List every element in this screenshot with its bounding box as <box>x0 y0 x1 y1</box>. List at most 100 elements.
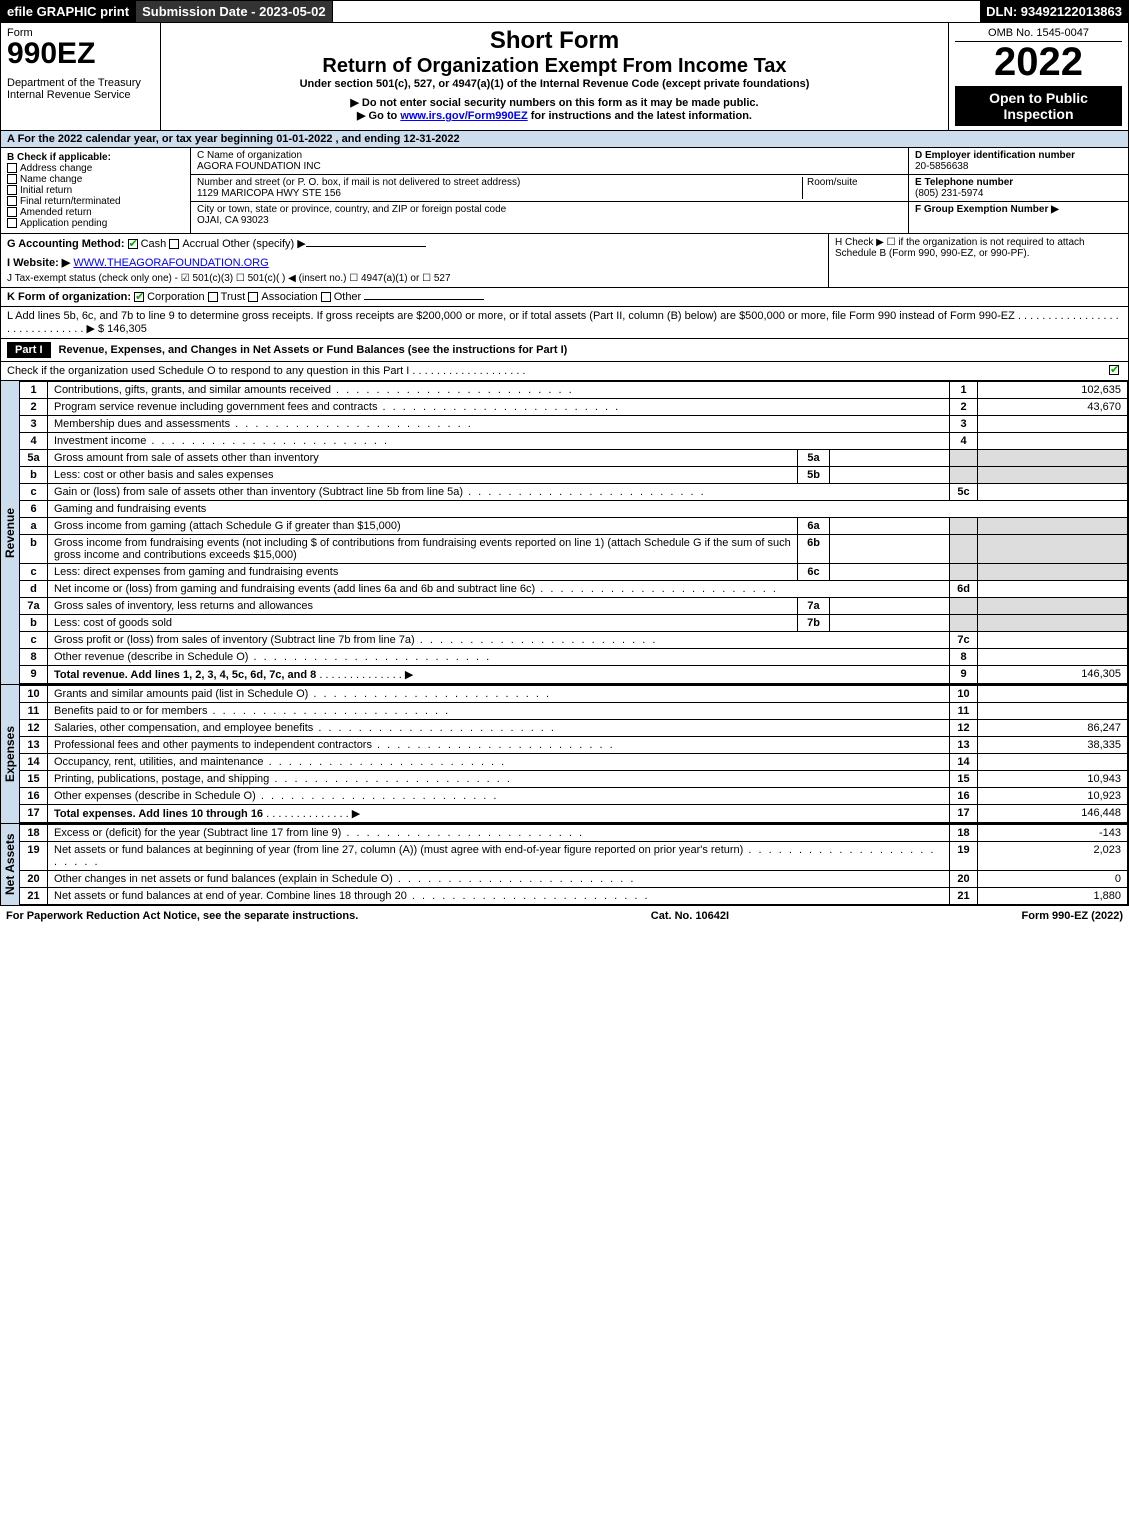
table-row: bLess: cost of goods sold7b <box>20 615 1128 632</box>
side-revenue: Revenue <box>1 381 19 684</box>
checknote-text: Check if the organization used Schedule … <box>7 365 1109 377</box>
efile-label[interactable]: efile GRAPHIC print <box>1 1 136 22</box>
right-num-shade <box>950 535 978 564</box>
amount <box>978 754 1128 771</box>
table-row: 4Investment income4 <box>20 433 1128 450</box>
opt-address: Address change <box>20 163 92 174</box>
chk-other[interactable] <box>321 292 331 302</box>
row-j: J Tax-exempt status (check only one) - ☑… <box>7 273 822 284</box>
form-title: Short Form <box>169 27 940 55</box>
right-num: 9 <box>950 666 978 684</box>
sub-amount <box>830 564 950 581</box>
sub-amount <box>830 535 950 564</box>
chk-final[interactable] <box>7 196 17 206</box>
top-bar: efile GRAPHIC print Submission Date - 20… <box>0 0 1129 23</box>
table-row: 5aGross amount from sale of assets other… <box>20 450 1128 467</box>
table-row: 15Printing, publications, postage, and s… <box>20 771 1128 788</box>
amount <box>978 649 1128 666</box>
amount-shade <box>978 450 1128 467</box>
sub-amount <box>830 518 950 535</box>
sub-label: 6c <box>798 564 830 581</box>
chk-initial[interactable] <box>7 185 17 195</box>
line-text: Gross income from fundraising events (no… <box>48 535 798 564</box>
e-row: E Telephone number (805) 231-5974 <box>909 175 1128 202</box>
right-num: 11 <box>950 703 978 720</box>
side-expenses: Expenses <box>1 685 19 823</box>
chk-trust[interactable] <box>208 292 218 302</box>
org-city: OJAI, CA 93023 <box>197 215 902 226</box>
table-row: bLess: cost or other basis and sales exp… <box>20 467 1128 484</box>
amount-shade <box>978 535 1128 564</box>
chk-assoc[interactable] <box>248 292 258 302</box>
amount <box>978 433 1128 450</box>
chk-pending[interactable] <box>7 218 17 228</box>
right-num: 15 <box>950 771 978 788</box>
amount <box>978 416 1128 433</box>
table-row: 19Net assets or fund balances at beginni… <box>20 842 1128 871</box>
chk-amended[interactable] <box>7 207 17 217</box>
sub-amount <box>830 615 950 632</box>
warn2: ▶ Go to www.irs.gov/Form990EZ for instru… <box>169 109 940 122</box>
amount <box>978 581 1128 598</box>
dln: DLN: 93492122013863 <box>980 1 1128 22</box>
amount: 86,247 <box>978 720 1128 737</box>
col-de: D Employer identification number 20-5856… <box>908 148 1128 233</box>
right-num: 5c <box>950 484 978 501</box>
sub-label: 7b <box>798 615 830 632</box>
sub-label: 5a <box>798 450 830 467</box>
under-section: Under section 501(c), 527, or 4947(a)(1)… <box>169 78 940 90</box>
part1-title: Revenue, Expenses, and Changes in Net As… <box>59 344 568 356</box>
chk-cash[interactable] <box>128 239 138 249</box>
right-num: 8 <box>950 649 978 666</box>
line-text: Net assets or fund balances at beginning… <box>48 842 950 871</box>
irs-link[interactable]: www.irs.gov/Form990EZ <box>400 110 527 122</box>
line-text: Total revenue. Add lines 1, 2, 3, 4, 5c,… <box>48 666 950 684</box>
right-num: 1 <box>950 382 978 399</box>
line-text: Program service revenue including govern… <box>48 399 950 416</box>
ein: 20-5856638 <box>915 161 1122 172</box>
line-number: c <box>20 632 48 649</box>
right-num: 21 <box>950 888 978 905</box>
line-text: Professional fees and other payments to … <box>48 737 950 754</box>
table-row: 13Professional fees and other payments t… <box>20 737 1128 754</box>
line-number: c <box>20 484 48 501</box>
right-num: 10 <box>950 686 978 703</box>
chk-schedule-o[interactable] <box>1109 365 1119 375</box>
row-k: K Form of organization: Corporation Trus… <box>0 288 1129 307</box>
row-h: H Check ▶ ☐ if the organization is not r… <box>828 234 1128 287</box>
revenue-section: Revenue 1Contributions, gifts, grants, a… <box>0 381 1129 685</box>
phone: (805) 231-5974 <box>915 188 1122 199</box>
line-text: Printing, publications, postage, and shi… <box>48 771 950 788</box>
header-center: Short Form Return of Organization Exempt… <box>161 23 948 130</box>
line-text: Grants and similar amounts paid (list in… <box>48 686 950 703</box>
header-right: OMB No. 1545-0047 2022 Open to Public In… <box>948 23 1128 130</box>
amount: 10,923 <box>978 788 1128 805</box>
right-num-shade <box>950 615 978 632</box>
right-num: 14 <box>950 754 978 771</box>
chk-accrual[interactable] <box>169 239 179 249</box>
spacer <box>333 1 981 22</box>
expenses-table: 10Grants and similar amounts paid (list … <box>19 685 1128 823</box>
warn1: ▶ Do not enter social security numbers o… <box>169 96 940 109</box>
amount-shade <box>978 598 1128 615</box>
line-number: b <box>20 615 48 632</box>
chk-address[interactable] <box>7 163 17 173</box>
line-text: Gross profit or (loss) from sales of inv… <box>48 632 950 649</box>
chk-corp[interactable] <box>134 292 144 302</box>
amount: 38,335 <box>978 737 1128 754</box>
table-row: 7aGross sales of inventory, less returns… <box>20 598 1128 615</box>
form-number: 990EZ <box>7 37 95 70</box>
footer-right: Form 990-EZ (2022) <box>1022 910 1123 922</box>
website-link[interactable]: WWW.THEAGORAFOUNDATION.ORG <box>73 257 268 269</box>
right-num: 20 <box>950 871 978 888</box>
sub-amount <box>830 450 950 467</box>
chk-name[interactable] <box>7 174 17 184</box>
d-label: D Employer identification number <box>915 150 1122 161</box>
line-number: 14 <box>20 754 48 771</box>
table-row: cLess: direct expenses from gaming and f… <box>20 564 1128 581</box>
amount: -143 <box>978 825 1128 842</box>
line-text: Less: cost of goods sold <box>48 615 798 632</box>
table-row: dNet income or (loss) from gaming and fu… <box>20 581 1128 598</box>
i-label: I Website: ▶ <box>7 257 70 269</box>
sub-label: 6a <box>798 518 830 535</box>
